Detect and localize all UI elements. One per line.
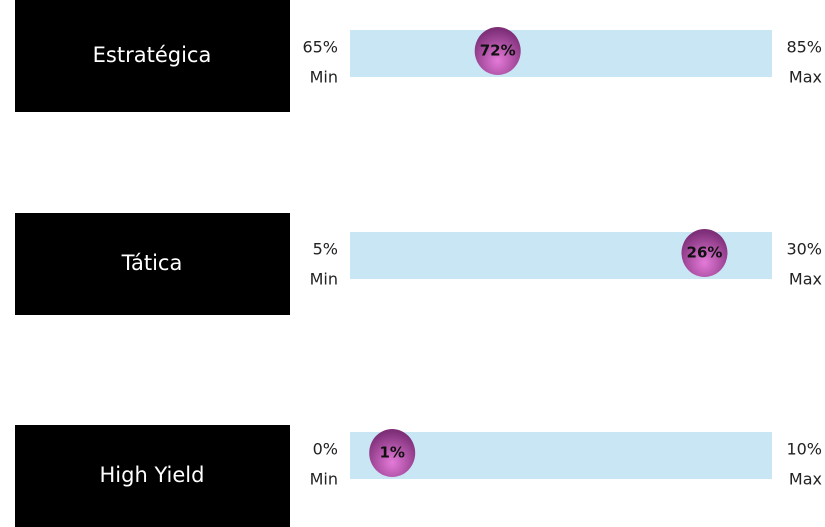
range-bar [350, 30, 772, 77]
value-label: 1% [379, 444, 404, 462]
max-label: Max [789, 68, 822, 87]
tick-label: 85% [786, 38, 822, 57]
min-label: Min [310, 68, 338, 87]
value-label: 72% [480, 42, 516, 60]
value-label: 26% [687, 244, 723, 262]
min-label: Min [310, 470, 338, 489]
range-bar [350, 432, 772, 479]
marker [474, 27, 521, 75]
marker [369, 429, 416, 477]
label-box [15, 0, 290, 112]
max-label: Max [789, 470, 822, 489]
row-title: Estratégica [93, 43, 212, 67]
tick-label: 30% [786, 240, 822, 259]
row-title: High Yield [100, 463, 205, 487]
min-label: Min [310, 270, 338, 289]
tick-label: 10% [786, 440, 822, 459]
label-box [15, 425, 290, 527]
label-box [15, 213, 290, 315]
marker [681, 229, 728, 277]
row-title: Tática [121, 251, 183, 275]
tick-label: 0% [313, 440, 338, 459]
tick-label: 65% [302, 38, 338, 57]
max-label: Max [789, 270, 822, 289]
tick-label: 5% [313, 240, 338, 259]
